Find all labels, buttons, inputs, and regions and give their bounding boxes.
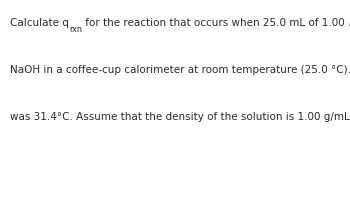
Text: rxn: rxn — [69, 25, 82, 34]
Text: for the reaction that occurs when 25.0 mL of 1.00: for the reaction that occurs when 25.0 m… — [82, 18, 348, 28]
Text: NaOH in a coffee-cup calorimeter at room temperature (25.0 °C). The final temper: NaOH in a coffee-cup calorimeter at room… — [10, 65, 350, 75]
Text: Calculate q: Calculate q — [10, 18, 69, 28]
Text: was 31.4°C. Assume that the density of the solution is 1.00 g/mL and that C: was 31.4°C. Assume that the density of t… — [10, 112, 350, 122]
Text: M: M — [348, 18, 350, 28]
